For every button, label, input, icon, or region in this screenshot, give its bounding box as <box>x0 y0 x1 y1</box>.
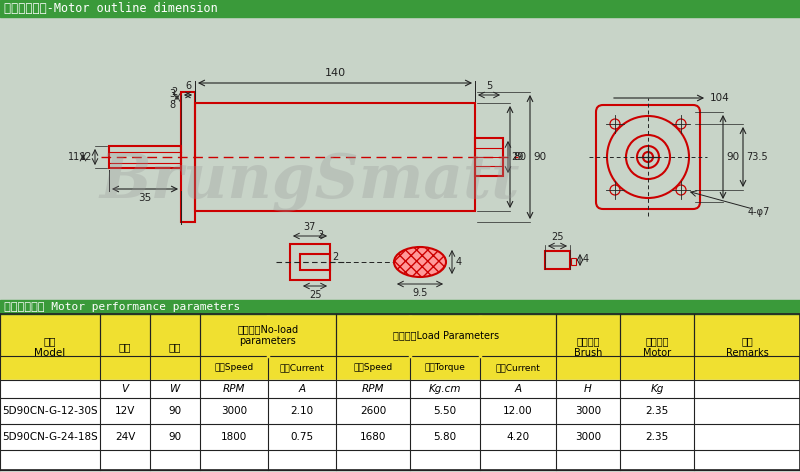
Text: 电压: 电压 <box>118 342 131 352</box>
Text: 1800: 1800 <box>221 432 247 442</box>
Text: 25: 25 <box>551 232 564 242</box>
Bar <box>0 0 800 17</box>
Text: 29: 29 <box>511 152 523 162</box>
Text: 转速Speed: 转速Speed <box>214 363 254 372</box>
Text: 12.00: 12.00 <box>503 406 533 416</box>
Text: 电流Current: 电流Current <box>495 363 541 372</box>
Text: 备注
Remarks: 备注 Remarks <box>726 336 768 358</box>
Text: 1680: 1680 <box>360 432 386 442</box>
Text: 转速Speed: 转速Speed <box>354 363 393 372</box>
Text: 电机外形尺寸-Motor outline dimension: 电机外形尺寸-Motor outline dimension <box>4 2 218 16</box>
Text: 35: 35 <box>138 193 152 203</box>
Text: 24V: 24V <box>115 432 135 442</box>
Text: 73.5: 73.5 <box>746 152 768 162</box>
Bar <box>0 314 800 470</box>
Text: 0.75: 0.75 <box>290 432 314 442</box>
Text: 4.20: 4.20 <box>506 432 530 442</box>
Text: 12: 12 <box>80 152 92 162</box>
Text: 90: 90 <box>169 406 182 416</box>
Text: 2: 2 <box>170 87 177 97</box>
Text: 5D90CN-G-12-30S: 5D90CN-G-12-30S <box>2 406 98 416</box>
Bar <box>195 103 475 211</box>
Text: 9.5: 9.5 <box>412 288 428 298</box>
Text: 空载参数No-load
parameters: 空载参数No-load parameters <box>238 324 298 346</box>
Text: 功率: 功率 <box>169 342 182 352</box>
Bar <box>571 258 576 265</box>
Text: 37: 37 <box>304 222 316 232</box>
Text: 12V: 12V <box>115 406 135 416</box>
Text: W: W <box>170 384 180 394</box>
Bar <box>300 254 330 270</box>
Bar <box>181 92 195 222</box>
Text: 电机性能参数 Motor performance parameters: 电机性能参数 Motor performance parameters <box>4 302 240 312</box>
Text: 5D90CN-G-24-18S: 5D90CN-G-24-18S <box>2 432 98 442</box>
Text: RPM: RPM <box>362 384 384 394</box>
Bar <box>475 138 503 176</box>
Text: 2: 2 <box>317 230 323 240</box>
Text: 4: 4 <box>456 257 462 267</box>
Text: 3000: 3000 <box>575 432 601 442</box>
Text: RPM: RPM <box>222 384 246 394</box>
Text: 电刷寿命
Brush: 电刷寿命 Brush <box>574 336 602 358</box>
Text: 电机重量
Motor: 电机重量 Motor <box>643 336 671 358</box>
Text: 3000: 3000 <box>221 406 247 416</box>
Text: 3: 3 <box>169 89 175 99</box>
Bar <box>0 300 800 314</box>
Text: 力矩Torque: 力矩Torque <box>425 363 466 372</box>
Text: 5.80: 5.80 <box>434 432 457 442</box>
Text: 6: 6 <box>185 81 191 91</box>
Text: Kg.cm: Kg.cm <box>429 384 462 394</box>
Text: 2.35: 2.35 <box>646 432 669 442</box>
Text: 140: 140 <box>325 68 346 78</box>
Text: BrungSmatt: BrungSmatt <box>100 152 520 212</box>
Text: 3000: 3000 <box>575 406 601 416</box>
Text: 4: 4 <box>583 254 589 264</box>
Text: 2.10: 2.10 <box>290 406 314 416</box>
Text: 5.50: 5.50 <box>434 406 457 416</box>
Text: A: A <box>298 384 306 394</box>
Text: 4-φ7: 4-φ7 <box>748 207 770 217</box>
Text: H: H <box>584 384 592 394</box>
Text: 2: 2 <box>332 252 338 262</box>
Text: 11: 11 <box>68 152 80 162</box>
Bar <box>0 380 800 470</box>
Text: V: V <box>122 384 129 394</box>
Text: Kg: Kg <box>650 384 664 394</box>
Text: 104: 104 <box>710 93 730 103</box>
Text: 5: 5 <box>486 81 492 91</box>
Text: A: A <box>514 384 522 394</box>
Bar <box>545 251 570 269</box>
Bar <box>109 146 181 168</box>
Text: 负载参数Load Parameters: 负载参数Load Parameters <box>393 330 499 340</box>
Text: 2.35: 2.35 <box>646 406 669 416</box>
Text: 90: 90 <box>169 432 182 442</box>
Text: 8: 8 <box>169 100 175 110</box>
Text: 80: 80 <box>513 152 526 162</box>
Text: 90: 90 <box>533 152 546 162</box>
Text: 电流Current: 电流Current <box>279 363 325 372</box>
Bar <box>0 314 800 380</box>
Text: 2600: 2600 <box>360 406 386 416</box>
Text: 型号
Model: 型号 Model <box>34 336 66 358</box>
Text: 25: 25 <box>309 290 322 300</box>
Ellipse shape <box>394 247 446 277</box>
Text: 90: 90 <box>726 152 739 162</box>
Bar <box>290 244 330 280</box>
